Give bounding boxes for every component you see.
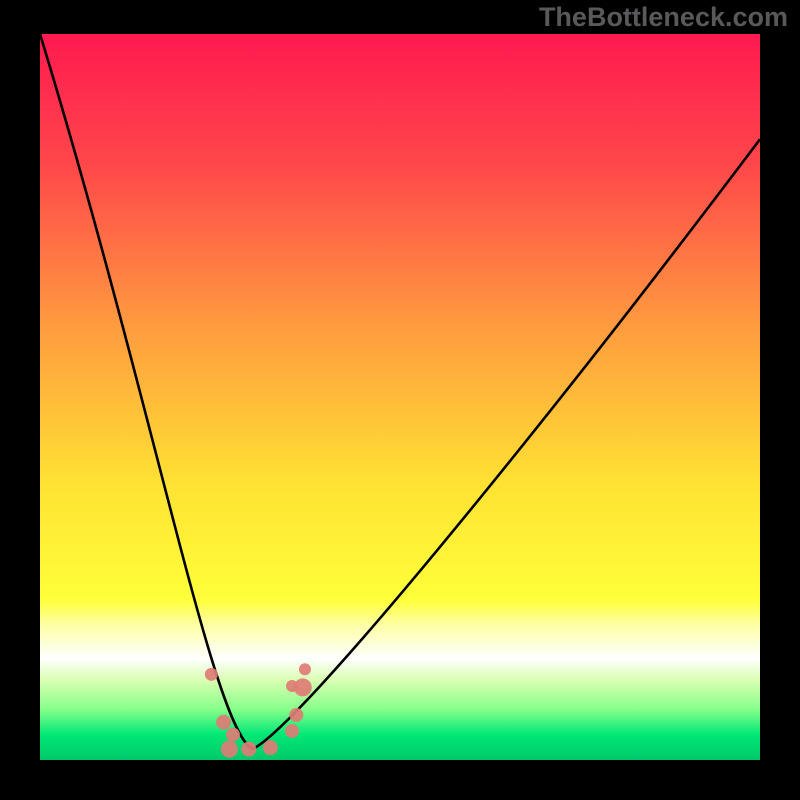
data-marker: [205, 668, 218, 681]
data-marker: [289, 708, 303, 722]
data-marker: [263, 740, 278, 755]
data-marker: [286, 680, 298, 692]
data-marker: [221, 741, 238, 758]
data-marker: [226, 728, 240, 742]
data-marker: [216, 715, 231, 730]
watermark-text: TheBottleneck.com: [539, 2, 788, 33]
data-marker: [299, 663, 311, 675]
chart-background: [40, 34, 760, 760]
bottleneck-chart: [40, 34, 760, 760]
data-marker: [285, 724, 299, 738]
data-marker: [241, 742, 256, 757]
